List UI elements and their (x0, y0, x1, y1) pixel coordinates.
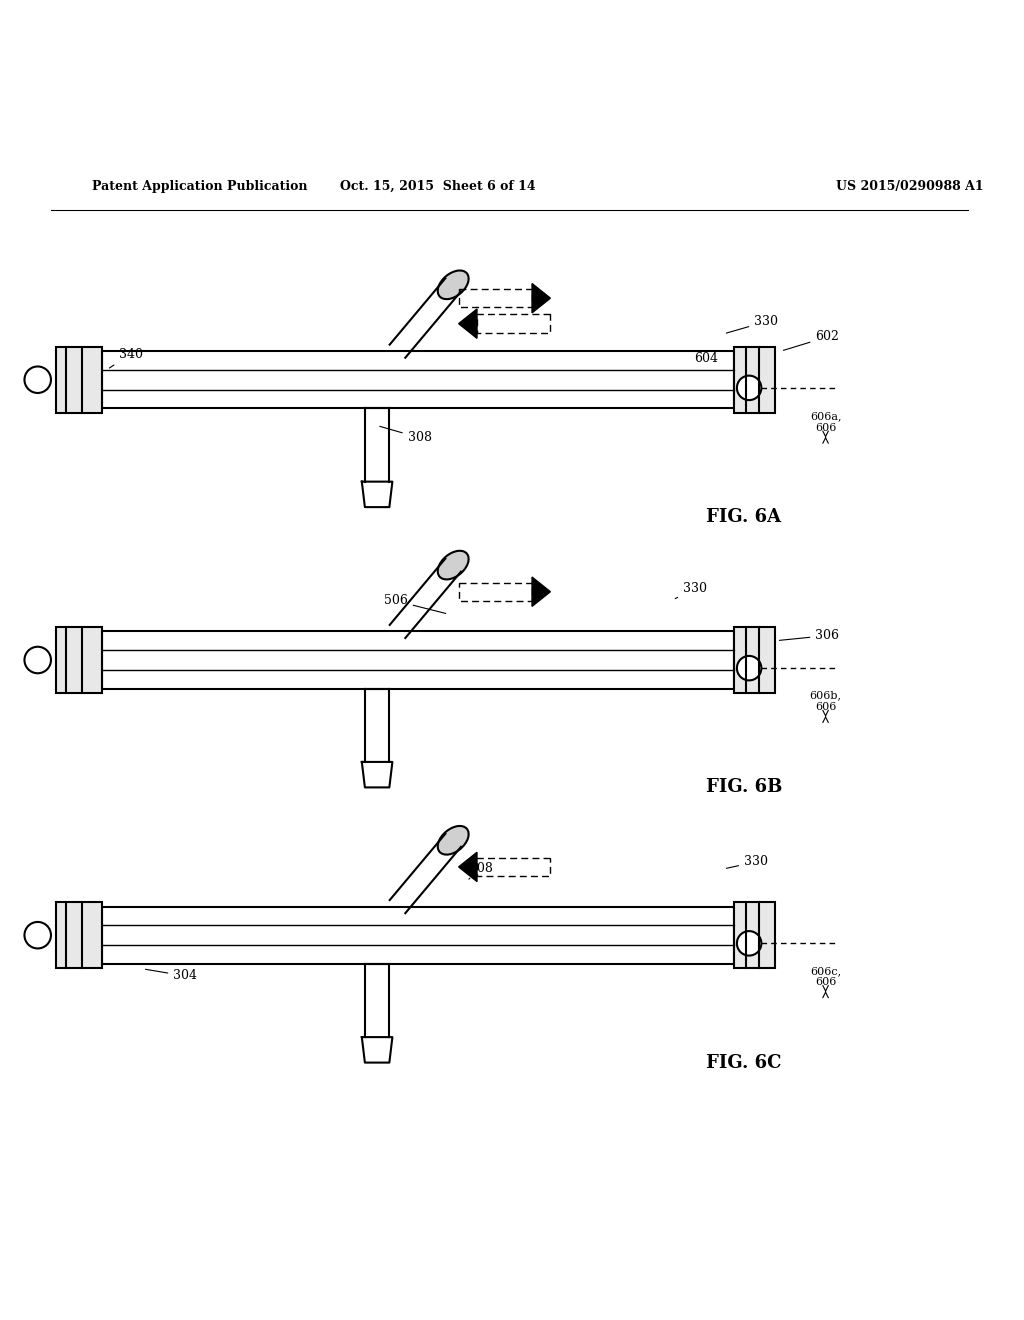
Circle shape (737, 931, 762, 956)
Text: 330: 330 (726, 315, 778, 333)
Polygon shape (532, 284, 550, 313)
Text: 340: 340 (110, 347, 142, 368)
Text: 606: 606 (815, 977, 837, 987)
Text: US 2015/0290988 A1: US 2015/0290988 A1 (836, 180, 983, 193)
Bar (102, 907, 734, 964)
Text: 306: 306 (779, 630, 840, 642)
Text: 606b,: 606b, (810, 690, 842, 701)
Circle shape (737, 656, 762, 680)
Text: FIG. 6B: FIG. 6B (706, 779, 782, 796)
Text: 602: 602 (783, 330, 840, 350)
Bar (56, 347, 102, 413)
Ellipse shape (437, 550, 469, 579)
Bar (56, 627, 102, 693)
Polygon shape (459, 309, 477, 338)
Circle shape (25, 921, 51, 949)
Text: 604: 604 (694, 352, 719, 364)
Text: 308: 308 (380, 426, 432, 445)
Ellipse shape (437, 271, 469, 300)
Bar (56, 902, 102, 969)
Polygon shape (459, 853, 477, 882)
Text: 330: 330 (675, 582, 707, 598)
Text: 606: 606 (815, 422, 837, 433)
Circle shape (737, 376, 762, 400)
Text: FIG. 6C: FIG. 6C (707, 1053, 781, 1072)
Bar (102, 631, 734, 689)
Circle shape (25, 367, 51, 393)
Circle shape (25, 647, 51, 673)
Text: 330: 330 (726, 855, 768, 869)
Bar (734, 347, 774, 413)
Bar (734, 627, 774, 693)
Ellipse shape (437, 826, 469, 854)
Text: 606a,: 606a, (810, 412, 842, 421)
Text: 506: 506 (384, 594, 445, 614)
Text: FIG. 6A: FIG. 6A (707, 508, 781, 527)
Text: 508: 508 (469, 862, 493, 879)
Bar (102, 351, 734, 408)
Polygon shape (532, 577, 550, 606)
Bar (734, 902, 774, 969)
Text: Patent Application Publication: Patent Application Publication (92, 180, 307, 193)
Text: Oct. 15, 2015  Sheet 6 of 14: Oct. 15, 2015 Sheet 6 of 14 (340, 180, 537, 193)
Text: 606c,: 606c, (810, 966, 841, 975)
Text: 304: 304 (145, 969, 198, 982)
Text: 606: 606 (815, 702, 837, 711)
